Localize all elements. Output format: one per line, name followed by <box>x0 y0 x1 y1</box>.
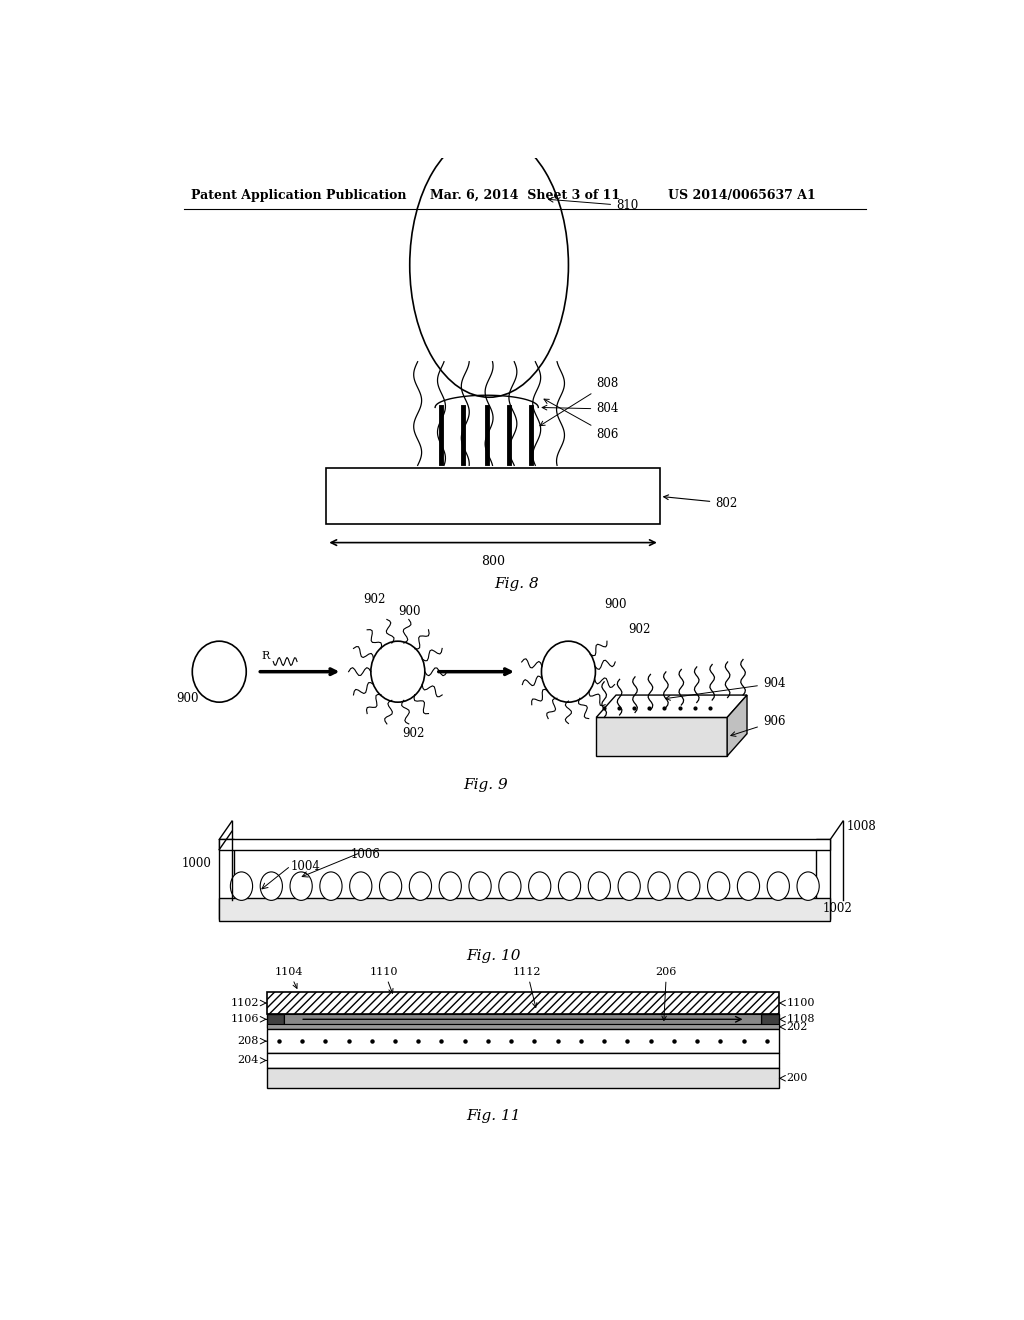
Bar <box>219 840 233 919</box>
Text: 802: 802 <box>664 495 737 510</box>
Text: 1104: 1104 <box>274 966 303 989</box>
Circle shape <box>528 873 551 900</box>
Text: 1108: 1108 <box>786 1014 815 1024</box>
Text: 900: 900 <box>176 692 199 705</box>
Text: 1102: 1102 <box>230 998 259 1008</box>
Text: Fig. 11: Fig. 11 <box>466 1109 520 1123</box>
Text: 1112: 1112 <box>513 966 542 1007</box>
Circle shape <box>678 873 700 900</box>
Circle shape <box>797 873 819 900</box>
Text: 1000: 1000 <box>181 857 211 870</box>
Circle shape <box>767 873 790 900</box>
Text: 208: 208 <box>238 1036 259 1047</box>
Text: R: R <box>261 652 269 661</box>
Circle shape <box>469 873 492 900</box>
Bar <box>816 840 830 919</box>
Ellipse shape <box>371 642 425 702</box>
Text: 808: 808 <box>540 378 618 425</box>
Text: 1006: 1006 <box>350 847 380 861</box>
Bar <box>267 1014 285 1028</box>
Text: 806: 806 <box>544 399 618 441</box>
Text: 1100: 1100 <box>786 998 815 1008</box>
Circle shape <box>708 873 730 900</box>
Bar <box>285 1014 761 1024</box>
Circle shape <box>380 873 401 900</box>
Text: 804: 804 <box>542 403 618 416</box>
Text: 902: 902 <box>402 727 425 739</box>
Bar <box>327 469 659 524</box>
Bar <box>267 1030 778 1053</box>
Ellipse shape <box>542 642 595 702</box>
Polygon shape <box>596 718 727 756</box>
Text: Fig. 8: Fig. 8 <box>495 577 540 591</box>
Text: US 2014/0065637 A1: US 2014/0065637 A1 <box>668 189 815 202</box>
Circle shape <box>230 873 253 900</box>
Text: 200: 200 <box>786 1073 808 1084</box>
Bar <box>267 1053 778 1068</box>
Text: Mar. 6, 2014  Sheet 3 of 11: Mar. 6, 2014 Sheet 3 of 11 <box>430 189 620 202</box>
Text: 206: 206 <box>655 966 677 1020</box>
Bar <box>219 840 830 850</box>
Circle shape <box>588 873 610 900</box>
Circle shape <box>439 873 462 900</box>
Bar <box>267 1068 778 1089</box>
Text: 1110: 1110 <box>370 966 398 994</box>
Text: 1106: 1106 <box>230 1014 259 1024</box>
Circle shape <box>260 873 283 900</box>
Circle shape <box>290 873 312 900</box>
Circle shape <box>618 873 640 900</box>
Polygon shape <box>727 696 748 756</box>
Text: 202: 202 <box>786 1022 808 1032</box>
Text: 900: 900 <box>604 598 627 611</box>
Bar <box>219 899 830 921</box>
Text: 1004: 1004 <box>291 859 321 873</box>
Text: 904: 904 <box>666 677 785 701</box>
Bar <box>267 1024 778 1030</box>
Text: 906: 906 <box>731 715 785 737</box>
Text: 204: 204 <box>238 1056 259 1065</box>
Bar <box>267 991 778 1014</box>
Text: 902: 902 <box>628 623 650 636</box>
Ellipse shape <box>410 133 568 397</box>
Text: 902: 902 <box>362 594 385 606</box>
Circle shape <box>499 873 521 900</box>
Bar <box>761 1014 778 1028</box>
Circle shape <box>410 873 431 900</box>
Text: 800: 800 <box>481 554 505 568</box>
Text: 1002: 1002 <box>822 902 852 915</box>
Circle shape <box>558 873 581 900</box>
Circle shape <box>319 873 342 900</box>
Circle shape <box>349 873 372 900</box>
Circle shape <box>737 873 760 900</box>
Text: 1008: 1008 <box>847 820 877 833</box>
Text: 900: 900 <box>398 605 421 618</box>
Text: Fig. 10: Fig. 10 <box>466 949 520 964</box>
Text: Patent Application Publication: Patent Application Publication <box>191 189 407 202</box>
Ellipse shape <box>193 642 246 702</box>
Text: Fig. 9: Fig. 9 <box>463 779 508 792</box>
Text: 810: 810 <box>549 198 638 213</box>
Polygon shape <box>596 696 748 718</box>
Circle shape <box>648 873 670 900</box>
